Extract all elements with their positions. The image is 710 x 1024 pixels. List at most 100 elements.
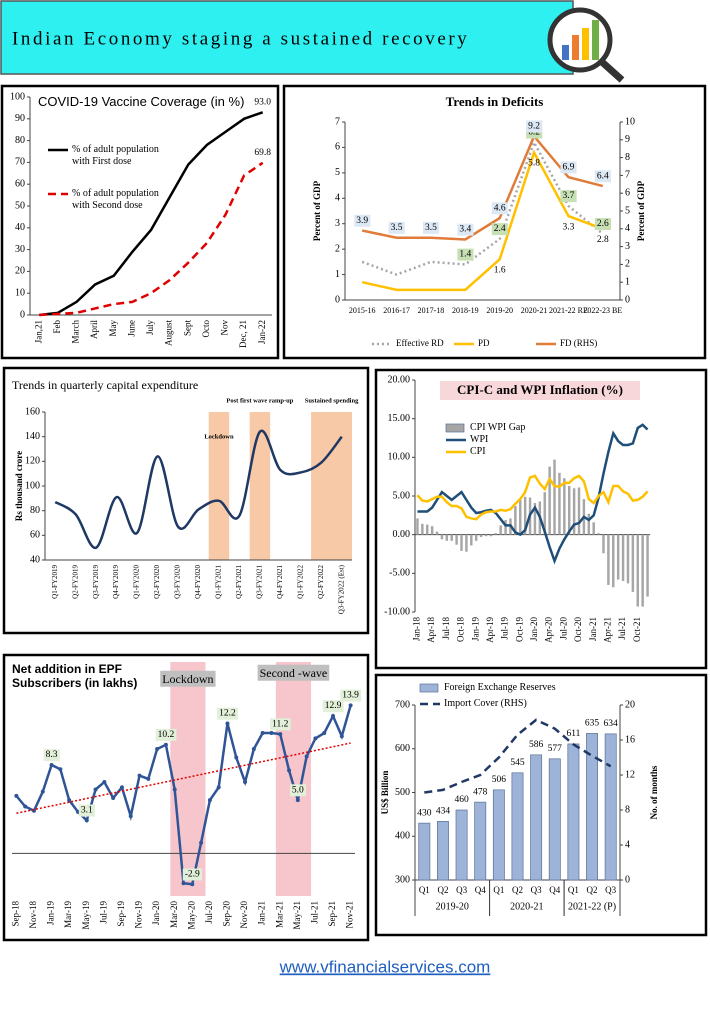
chart-frame [282,84,707,360]
y2-tick-label: 4 [625,223,630,234]
x-tick-label: Q1-FY2021 [215,565,223,599]
label-box [457,223,474,236]
x-tick-label: July [145,320,155,336]
x-tick-label: Q4 [549,885,560,895]
y2-tick-label: 8 [625,152,630,163]
x-tick-label: Jan-20 [529,617,539,641]
bar [597,533,600,535]
x-tick-label: Q4-FY2019 [112,565,120,599]
y2-tick-label: 12 [625,769,635,780]
x-tick-label: Jan-22 [257,320,267,344]
y2-tick-label: 20 [625,699,635,710]
data-label: 478 [473,787,488,797]
bar [440,534,444,540]
x-tick-label: Q2 [437,885,448,895]
data-label: 10.2 [158,730,175,740]
x-tick-label: 2017-18 [418,306,445,315]
label-box [526,120,543,133]
y-tick-label: 300 [395,874,410,885]
label-box [217,707,239,720]
point [207,798,212,803]
y-tick-label: 30 [15,244,25,255]
y-tick-label: 5 [335,167,340,178]
x-tick-label: Q4 [475,885,486,895]
data-label: 3.9 [356,216,368,226]
data-label: 3.1 [81,806,93,816]
data-label: 12.9 [325,701,342,711]
label-box [594,218,611,231]
header-bar [0,0,574,75]
point [225,721,230,726]
x-tick-label: Oct-20 [573,617,583,642]
group-label: 2019-20 [436,901,469,912]
x-tick-label: Q1-FY2019 [51,565,59,599]
x-tick-label: Feb [52,320,62,334]
point [287,768,292,773]
label-box [423,221,440,234]
y-tick-label: 20.00 [388,374,411,385]
y-tick-label: 140 [25,431,40,442]
bar [577,487,581,535]
highlight-band [249,412,271,560]
bar [646,534,649,597]
data-label: 3.7 [563,191,575,201]
x-tick-label: June [126,320,136,337]
bar [418,822,431,881]
legend-label: FD (RHS) [560,338,598,348]
x-tick-label: Q2-FY2022 [317,565,325,599]
bar [530,754,543,881]
point [102,780,107,785]
line [417,423,649,565]
bar [494,533,498,535]
label-box [155,728,177,741]
bar [445,534,449,541]
x-tick-label: 2019-20 [486,306,513,315]
bar [450,534,453,541]
label-box [340,689,362,702]
x-tick-label: Nov-21 [345,901,355,929]
y-tick-label: 2 [335,243,340,254]
bar [558,472,561,535]
label-box [457,248,474,261]
y2-tick-label: 1 [625,276,630,287]
legend-label: CPI WPI Gap [470,422,526,433]
bar [519,499,522,535]
y-tick-label: 3 [335,218,340,229]
x-tick-label: Q2-FY2021 [235,565,243,599]
y2-tick-label: 6 [625,187,630,198]
footer-url[interactable]: www.vfinancialservices.com [279,957,491,976]
data-label: 5.8 [528,159,540,169]
bar [435,531,439,535]
x-tick-label: Jan-21 [257,901,267,925]
bar [460,534,463,551]
chart-title: COVID-19 Vaccine Coverage (in %) [38,94,245,109]
x-tick-label: Dec, 21 [238,320,248,348]
y-tick-label: 6 [335,142,340,153]
label-box [491,202,508,215]
bar [641,534,644,607]
chart-title: Trends in Deficits [445,94,544,109]
y-tick-label: 100 [25,480,40,491]
x-tick-label: Nov-20 [239,901,249,929]
x-tick-label: Q3-FY2021 [256,565,264,599]
bar [543,492,546,535]
x-tick-label: Mar-20 [169,901,179,928]
x-tick-label: Q1-FY2022 [296,565,304,599]
data-label: 506 [492,775,507,785]
bar [553,459,556,535]
bar [455,809,468,881]
x-tick-label: Apr-18 [426,617,436,643]
annotation: Post first wave ramp-up [226,397,293,404]
data-label: 1.4 [459,250,471,260]
chart-frame [2,366,370,635]
line [416,474,649,521]
bar [511,772,524,881]
label-box [388,221,405,234]
data-label: 434 [436,807,451,817]
bar [421,523,424,535]
chart-frame [2,653,370,942]
legend-label: % of adult population with First dose [72,144,159,167]
x-tick-label: 2015-16 [349,306,376,315]
x-tick-label: Q1 [568,885,579,895]
